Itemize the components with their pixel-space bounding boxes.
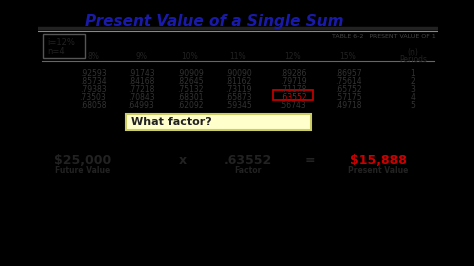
Text: .64993: .64993 [128, 101, 155, 110]
Text: .89286: .89286 [280, 69, 306, 78]
Text: 11%: 11% [230, 52, 246, 61]
Text: .73119: .73119 [225, 85, 251, 94]
Text: .81162: .81162 [225, 77, 251, 86]
Text: .63552: .63552 [280, 93, 306, 102]
Bar [126, 114, 311, 130]
Text: =: = [305, 154, 315, 167]
Text: $25,000: $25,000 [55, 154, 111, 167]
Text: .73503: .73503 [80, 93, 106, 102]
Text: Future Value: Future Value [55, 166, 110, 175]
Text: .49718: .49718 [335, 101, 361, 110]
Text: .77218: .77218 [128, 85, 154, 94]
Text: .63552: .63552 [224, 154, 272, 167]
Bar [273, 90, 313, 100]
Text: .65873: .65873 [225, 93, 251, 102]
Text: What factor?: What factor? [131, 117, 212, 127]
Text: .84168: .84168 [128, 77, 154, 86]
Text: .85734: .85734 [80, 77, 106, 86]
Text: .86957: .86957 [335, 69, 361, 78]
Text: 4: 4 [410, 93, 415, 102]
Text: .90909: .90909 [177, 69, 203, 78]
Text: .82645: .82645 [177, 77, 203, 86]
Text: 2: 2 [410, 77, 415, 86]
Text: .75132: .75132 [177, 85, 203, 94]
Text: $15,888: $15,888 [349, 154, 406, 167]
Text: x: x [179, 154, 187, 167]
Text: 9%: 9% [135, 52, 147, 61]
Text: Factor: Factor [234, 166, 262, 175]
Text: 3: 3 [410, 85, 415, 94]
Text: Present Value of a Single Sum: Present Value of a Single Sum [85, 14, 343, 29]
Text: 8%: 8% [87, 52, 99, 61]
Text: TABLE 6-2   PRESENT VALUE OF 1: TABLE 6-2 PRESENT VALUE OF 1 [332, 34, 436, 39]
Bar [43, 34, 85, 58]
Text: .79719: .79719 [280, 77, 306, 86]
Text: .62092: .62092 [177, 101, 203, 110]
Text: 15%: 15% [340, 52, 356, 61]
Text: .56743: .56743 [280, 101, 306, 110]
Text: .91743: .91743 [128, 69, 155, 78]
Text: .75614: .75614 [335, 77, 361, 86]
Text: .90090: .90090 [225, 69, 251, 78]
Text: .92593: .92593 [80, 69, 106, 78]
Text: .57175: .57175 [335, 93, 361, 102]
Text: .70843: .70843 [128, 93, 155, 102]
Text: .59345: .59345 [225, 101, 251, 110]
Text: Periods: Periods [399, 55, 427, 64]
Text: 10%: 10% [182, 52, 199, 61]
Text: 12%: 12% [285, 52, 301, 61]
Text: 1: 1 [410, 69, 415, 78]
Text: i=12%: i=12% [47, 38, 75, 47]
Text: .79383: .79383 [80, 85, 106, 94]
Text: Present Value: Present Value [348, 166, 408, 175]
Text: .65752: .65752 [335, 85, 361, 94]
Text: .68301: .68301 [177, 93, 203, 102]
Text: .71178: .71178 [280, 85, 306, 94]
Text: 5: 5 [410, 101, 415, 110]
Text: .68058: .68058 [80, 101, 106, 110]
Text: (n): (n) [408, 48, 419, 57]
Text: n=4: n=4 [47, 47, 64, 56]
